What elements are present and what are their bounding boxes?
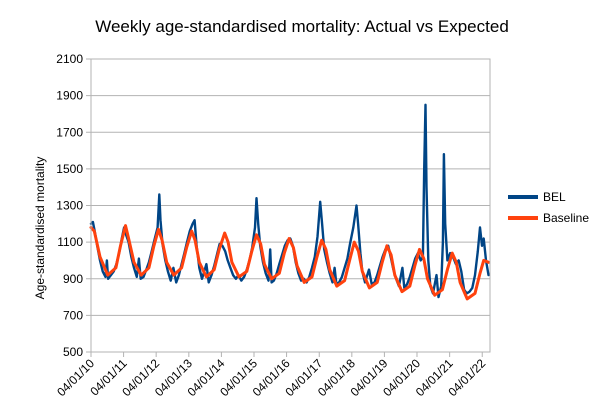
y-tick-label: 1300 (56, 199, 83, 213)
series-line-baseline (89, 224, 490, 301)
y-tick-label: 1700 (56, 125, 83, 139)
y-tick-label: 700 (63, 308, 83, 322)
legend-label-bel: BEL (543, 190, 566, 204)
y-tick-label: 2100 (56, 52, 83, 66)
y-tick-label: 900 (63, 272, 83, 286)
series-lines (89, 103, 490, 301)
y-axis-label: Age-standardised mortality (33, 157, 47, 300)
y-tick-label: 1900 (56, 89, 83, 103)
plot-area-border (90, 58, 491, 353)
legend: BEL Baseline (508, 190, 589, 225)
y-tick-label: 500 (63, 345, 83, 359)
y-tick-label: 1100 (57, 235, 83, 249)
y-tick-labels: 500 700 900 1100 1300 1500 1700 1900 2100 (56, 52, 83, 359)
y-tick-label: 1500 (56, 162, 83, 176)
legend-label-baseline: Baseline (543, 211, 589, 225)
chart-title: Weekly age-standardised mortality: Actua… (95, 17, 509, 36)
